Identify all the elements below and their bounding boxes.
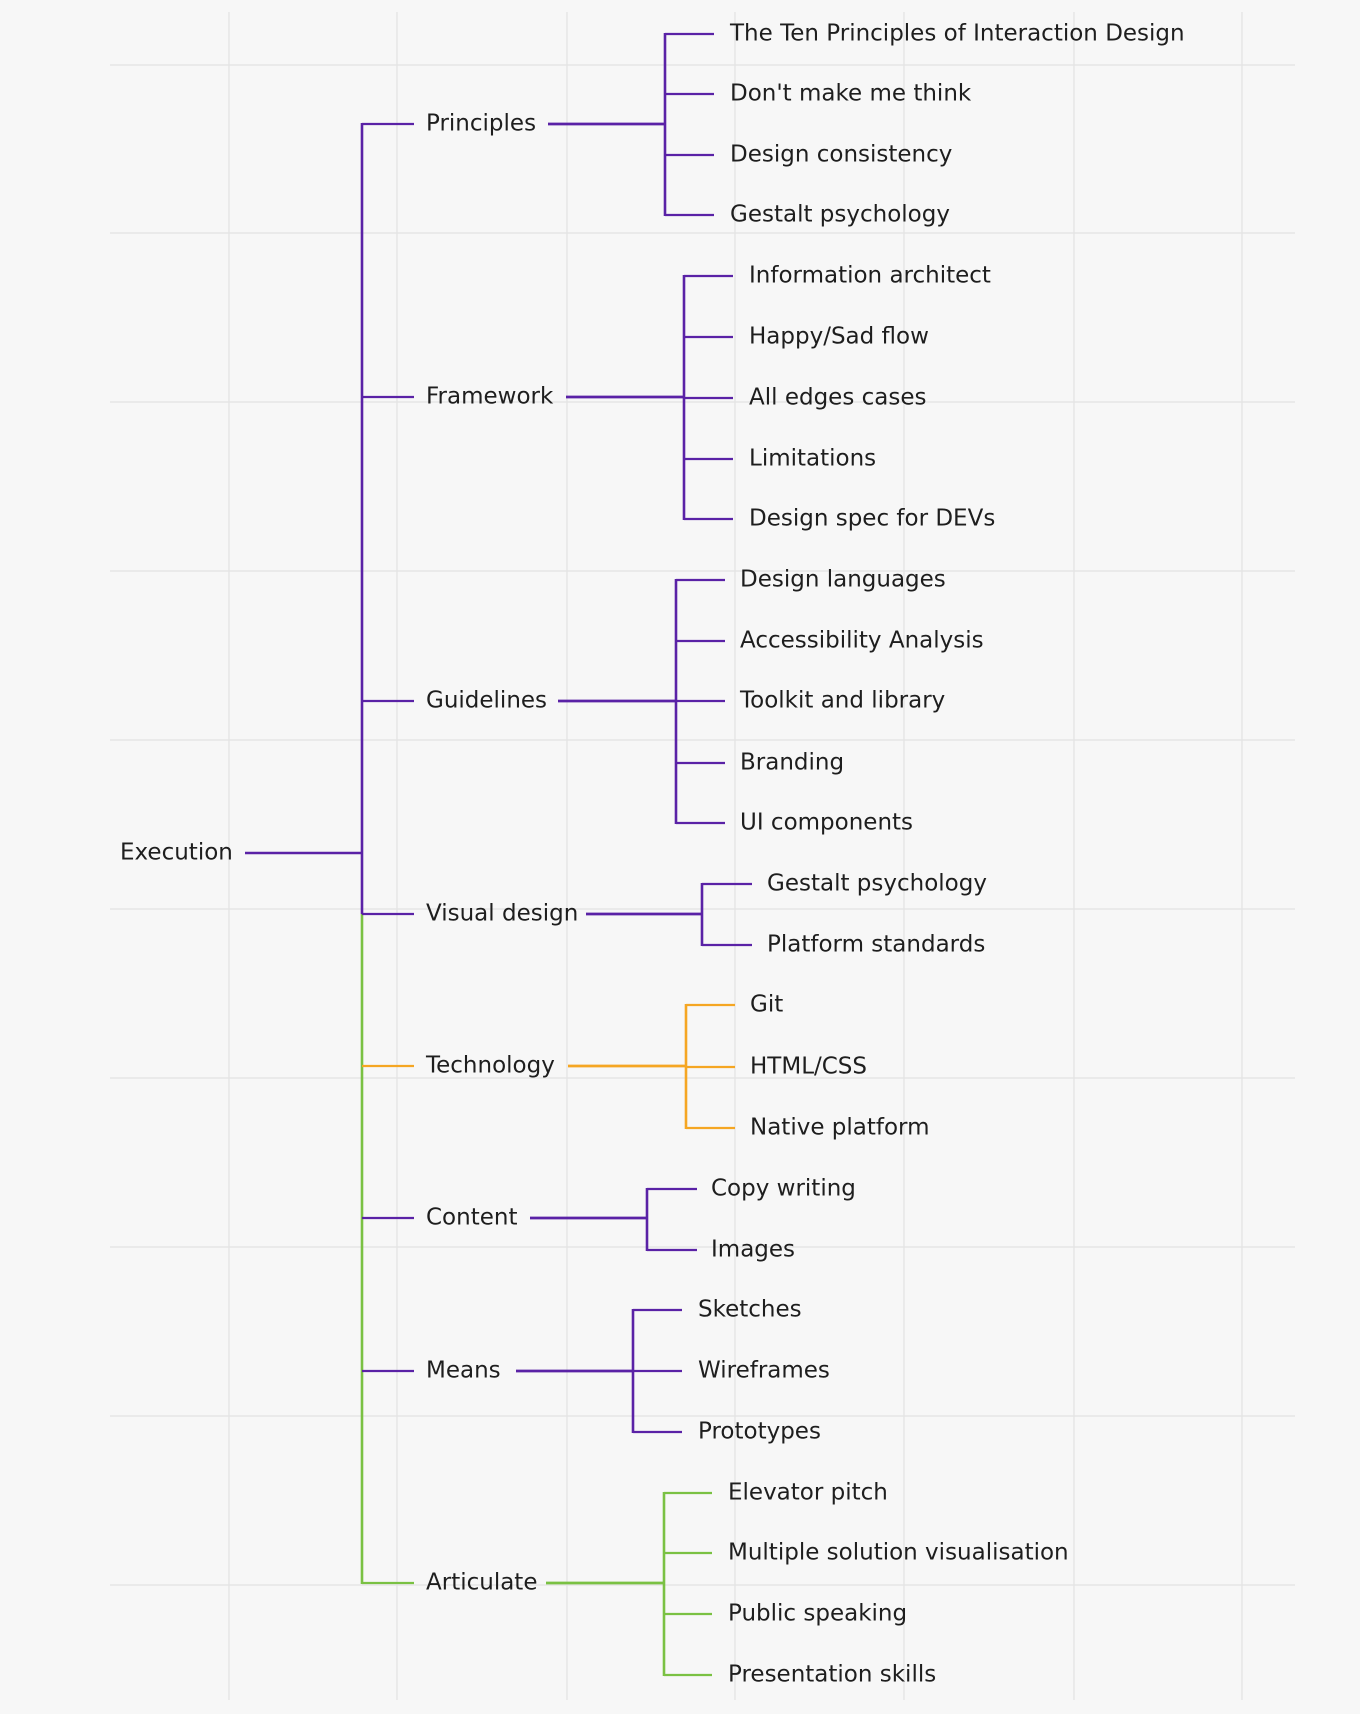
leaf-label: Multiple solution visualisation xyxy=(728,1540,1069,1566)
leaf-label: Platform standards xyxy=(767,932,985,958)
leaf-label: HTML/CSS xyxy=(750,1054,867,1080)
leaf-label: Don't make me think xyxy=(730,81,972,107)
leaf-label: Toolkit and library xyxy=(739,688,945,714)
leaf-label: Native platform xyxy=(750,1115,930,1141)
leaf-label: All edges cases xyxy=(749,385,926,411)
branch-label-technology: Technology xyxy=(425,1053,555,1079)
leaf-label: Sketches xyxy=(698,1297,802,1323)
leaf-label: Images xyxy=(711,1237,795,1263)
leaf-label: Copy writing xyxy=(711,1176,856,1202)
branch-label-principles: Principles xyxy=(426,111,536,137)
branch-label-guidelines: Guidelines xyxy=(426,688,547,714)
leaf-label: The Ten Principles of Interaction Design xyxy=(729,21,1185,47)
connector-lines xyxy=(110,12,1295,1700)
branch-label-content: Content xyxy=(426,1205,517,1231)
leaf-label: Branding xyxy=(740,750,844,776)
leaf-label: UI components xyxy=(740,810,913,836)
branch-label-framework: Framework xyxy=(426,384,554,410)
leaf-label: Wireframes xyxy=(698,1358,830,1384)
leaf-label: Design spec for DEVs xyxy=(749,506,995,532)
leaf-label: Design languages xyxy=(740,567,946,593)
leaf-label: Information architect xyxy=(749,263,991,289)
leaf-label: Gestalt psychology xyxy=(730,202,950,228)
leaf-label: Prototypes xyxy=(698,1419,821,1445)
leaf-label: Design consistency xyxy=(730,142,952,168)
root-node-label: Execution xyxy=(120,840,233,866)
branch-label-visual-design: Visual design xyxy=(426,901,578,927)
leaf-label: Public speaking xyxy=(728,1601,907,1627)
leaf-label: Accessibility Analysis xyxy=(740,628,984,654)
leaf-label: Gestalt psychology xyxy=(767,871,987,897)
leaf-label: Git xyxy=(750,992,783,1018)
branch-label-means: Means xyxy=(426,1358,501,1384)
node-labels: Execution Principles The Ten Principles of… xyxy=(120,21,1185,1688)
branch-label-articulate: Articulate xyxy=(426,1570,537,1596)
leaf-label: Limitations xyxy=(749,446,876,472)
leaf-label: Elevator pitch xyxy=(728,1480,888,1506)
leaf-label: Happy/Sad flow xyxy=(749,324,929,350)
leaf-label: Presentation skills xyxy=(728,1662,936,1688)
